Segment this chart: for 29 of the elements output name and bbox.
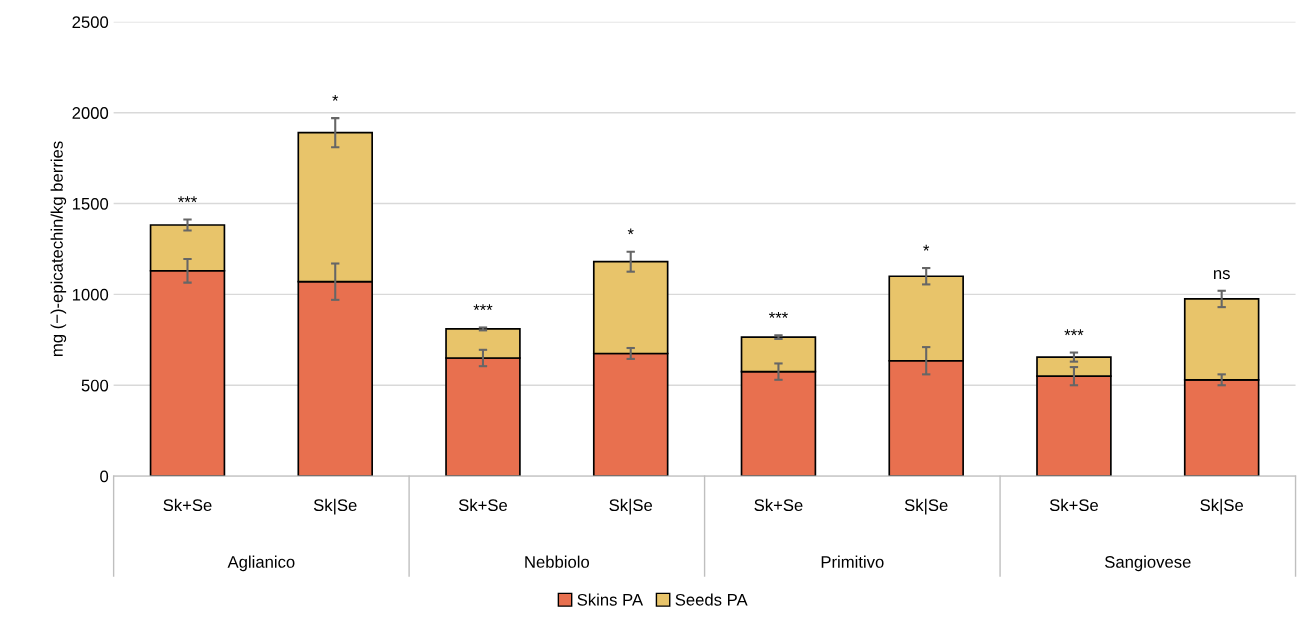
text: Primitivo [821, 555, 884, 568]
x-tick-label: Sk+Se [458, 498, 508, 512]
annotation: * [923, 244, 930, 251]
annotation: *** [178, 196, 197, 203]
x-tick-label: Sk+Se [163, 498, 212, 512]
y-axis-title: mg (−)-epicatechin/kg berries [50, 141, 67, 357]
y-tick-label: 500 [81, 379, 109, 392]
x-tick-label: Sk|Se [1200, 498, 1244, 515]
x-tick-label: Sk|Se [313, 498, 357, 515]
text: Nebbiolo [525, 555, 590, 568]
annotation: * [627, 228, 634, 235]
x-tick-label: Sk|Se [609, 498, 653, 515]
y-tick-label: 1500 [72, 197, 109, 210]
annotation: * [332, 94, 339, 101]
annotation: *** [769, 312, 788, 318]
annotation: *** [473, 304, 493, 311]
annotation: ns [1213, 270, 1230, 280]
x-tick-label: Sk|Se [904, 498, 948, 515]
legend-label: Seeds PA [675, 593, 748, 606]
y-tick-label: 2500 [72, 16, 109, 29]
x-tick-label: Sk+Se [754, 498, 803, 512]
annotation: *** [1064, 329, 1084, 336]
y-tick-label: 2000 [72, 107, 109, 119]
y-tick-label: 1000 [72, 288, 109, 301]
y-tick-label: 0 [100, 470, 109, 483]
legend-label: Skins PA [577, 593, 644, 606]
text: Sangiovese [1105, 555, 1191, 572]
x-tick-label: Sk+Se [1049, 498, 1098, 512]
text: Aglianico [227, 555, 295, 572]
